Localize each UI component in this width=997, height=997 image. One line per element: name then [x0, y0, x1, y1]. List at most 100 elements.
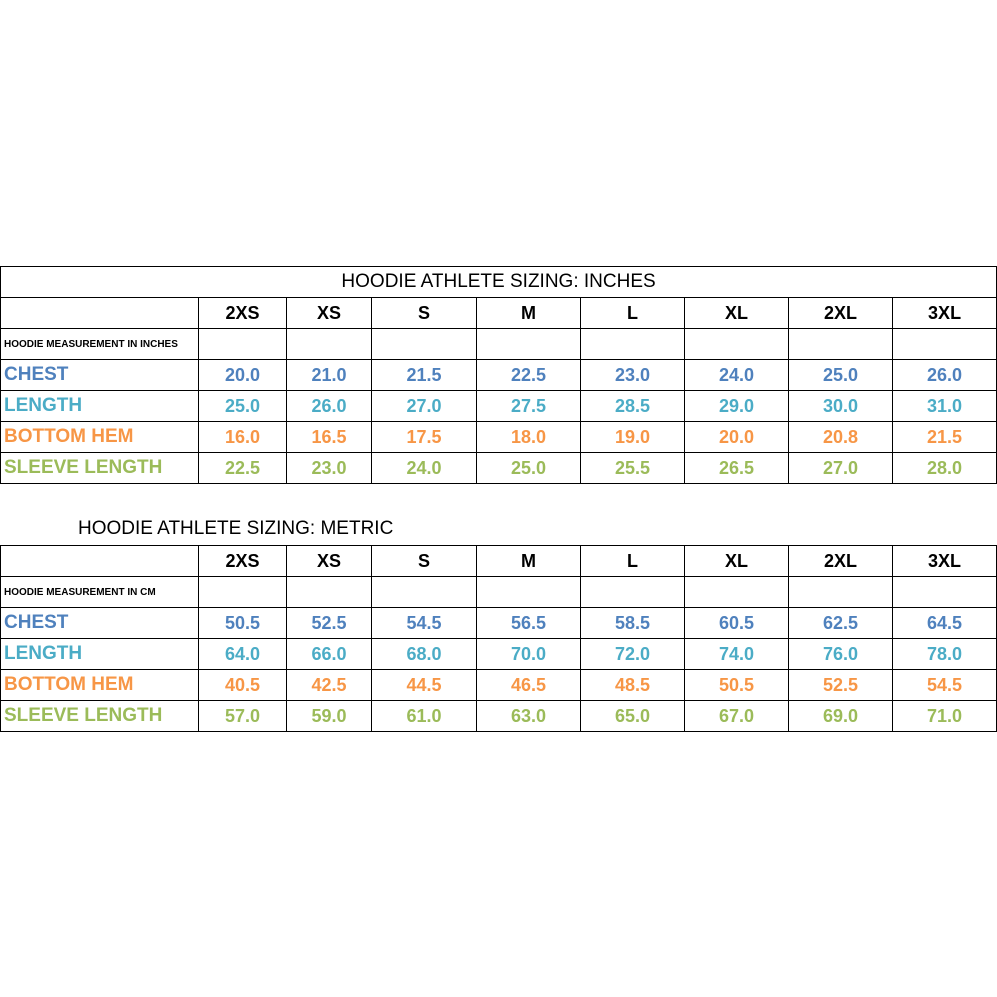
value-cell: 23.0: [580, 359, 685, 391]
value-cell: 25.0: [788, 359, 893, 391]
value-cell: 22.5: [476, 359, 581, 391]
subheader-row: HOODIE MEASUREMENT IN CM: [0, 576, 997, 608]
measure-row: SLEEVE LENGTH 57.0 59.0 61.0 63.0 65.0 67.0 69.…: [0, 700, 997, 732]
value-cell: 24.0: [684, 359, 789, 391]
header-blank: [0, 297, 199, 329]
header-blank: [0, 545, 199, 577]
blank-cell: [684, 576, 789, 608]
value-cell: 27.0: [788, 452, 893, 484]
value-cell: 78.0: [892, 638, 997, 670]
table-title: HOODIE ATHLETE SIZING: METRIC: [78, 518, 394, 539]
blank-cell: [476, 576, 581, 608]
row-label: LENGTH: [0, 638, 199, 670]
value-cell: 25.0: [476, 452, 581, 484]
measure-row: LENGTH 64.0 66.0 68.0 70.0 72.0 74.0 76.0 78.0: [0, 638, 997, 670]
value-cell: 16.0: [198, 421, 287, 453]
value-cell: 27.5: [476, 390, 581, 422]
measure-row: CHEST 50.5 52.5 54.5 56.5 58.5 60.5 62.5 64.5: [0, 607, 997, 639]
blank-cell: [788, 328, 893, 360]
value-cell: 46.5: [476, 669, 581, 701]
size-header: S: [371, 297, 477, 329]
measure-row: SLEEVE LENGTH 22.5 23.0 24.0 25.0 25.5 26.5 27.…: [0, 452, 997, 484]
value-cell: 18.0: [476, 421, 581, 453]
value-cell: 74.0: [684, 638, 789, 670]
value-cell: 67.0: [684, 700, 789, 732]
value-cell: 26.0: [286, 390, 372, 422]
blank-cell: [371, 576, 477, 608]
size-header: L: [580, 545, 685, 577]
header-row: 2XS XS S M L XL 2XL 3XL: [0, 297, 997, 329]
blank-cell: [891, 328, 997, 360]
value-cell: 65.0: [580, 700, 685, 732]
value-cell: 29.0: [684, 390, 789, 422]
measure-row: LENGTH 25.0 26.0 27.0 27.5 28.5 29.0 30.0 31.0: [0, 390, 997, 422]
blank-cell: [892, 576, 997, 608]
value-cell: 50.5: [198, 607, 287, 639]
measure-row: BOTTOM HEM 40.5 42.5 44.5 46.5 48.5 50.5 52.5 54…: [0, 669, 997, 701]
blank-cell: [286, 328, 372, 360]
value-cell: 64.5: [892, 607, 997, 639]
size-header: 2XS: [198, 545, 287, 577]
value-cell: 52.5: [286, 607, 372, 639]
blank-cell: [476, 328, 581, 360]
subheader: HOODIE MEASUREMENT IN CM: [0, 576, 199, 608]
value-cell: 21.5: [371, 359, 477, 391]
blank-cell: [371, 328, 477, 360]
value-cell: 23.0: [286, 452, 372, 484]
value-cell: 54.5: [892, 669, 997, 701]
size-header: M: [476, 297, 581, 329]
blank-cell: [198, 576, 287, 608]
size-header: XS: [286, 545, 372, 577]
size-header: 3XL: [892, 545, 997, 577]
value-cell: 17.5: [371, 421, 477, 453]
value-cell: 76.0: [788, 638, 893, 670]
value-cell: 30.0: [788, 390, 893, 422]
value-cell: 20.8: [788, 421, 893, 453]
measure-row: CHEST 20.0 21.0 21.5 22.5 23.0 24.0 25.0 26.0: [0, 359, 997, 391]
subheader: HOODIE MEASUREMENT IN INCHES: [0, 328, 199, 360]
header-row: 2XS XS S M L XL 2XL 3XL: [0, 545, 997, 577]
value-cell: 54.5: [371, 607, 477, 639]
size-header: S: [371, 545, 477, 577]
value-cell: 42.5: [286, 669, 372, 701]
value-cell: 59.0: [286, 700, 372, 732]
value-cell: 62.5: [788, 607, 893, 639]
value-cell: 20.0: [684, 421, 789, 453]
value-cell: 63.0: [476, 700, 581, 732]
measure-row: BOTTOM HEM 16.0 16.5 17.5 18.0 19.0 20.0 20.8 21…: [0, 421, 997, 453]
row-label: BOTTOM HEM: [0, 669, 199, 701]
row-label: SLEEVE LENGTH: [0, 452, 199, 484]
value-cell: 71.0: [892, 700, 997, 732]
size-table: HOODIE ATHLETE SIZING: INCHES 2XS XS S M L XL 2…: [0, 266, 997, 484]
value-cell: 25.0: [198, 390, 287, 422]
subheader-row: HOODIE MEASUREMENT IN INCHES: [0, 328, 997, 360]
blank-cell: [788, 576, 893, 608]
blank-cell: [286, 576, 372, 608]
value-cell: 64.0: [198, 638, 287, 670]
row-label: BOTTOM HEM: [0, 421, 199, 453]
value-cell: 28.0: [891, 452, 997, 484]
value-cell: 60.5: [684, 607, 789, 639]
value-cell: 25.5: [580, 452, 685, 484]
value-cell: 22.5: [198, 452, 287, 484]
blank-cell: [198, 328, 287, 360]
value-cell: 68.0: [371, 638, 477, 670]
blank-cell: [684, 328, 789, 360]
value-cell: 70.0: [476, 638, 581, 670]
size-header: 2XS: [198, 297, 287, 329]
row-label: CHEST: [0, 607, 199, 639]
value-cell: 50.5: [684, 669, 789, 701]
value-cell: 21.0: [286, 359, 372, 391]
value-cell: 52.5: [788, 669, 893, 701]
row-label: LENGTH: [0, 390, 199, 422]
size-header: L: [580, 297, 685, 329]
value-cell: 61.0: [371, 700, 477, 732]
value-cell: 20.0: [198, 359, 287, 391]
value-cell: 66.0: [286, 638, 372, 670]
size-header: 3XL: [891, 297, 997, 329]
value-cell: 16.5: [286, 421, 372, 453]
value-cell: 28.5: [580, 390, 685, 422]
size-header: XL: [684, 297, 789, 329]
size-table: 2XS XS S M L XL 2XL 3XL HOODIE MEASUREMENT IN CM…: [0, 545, 997, 732]
